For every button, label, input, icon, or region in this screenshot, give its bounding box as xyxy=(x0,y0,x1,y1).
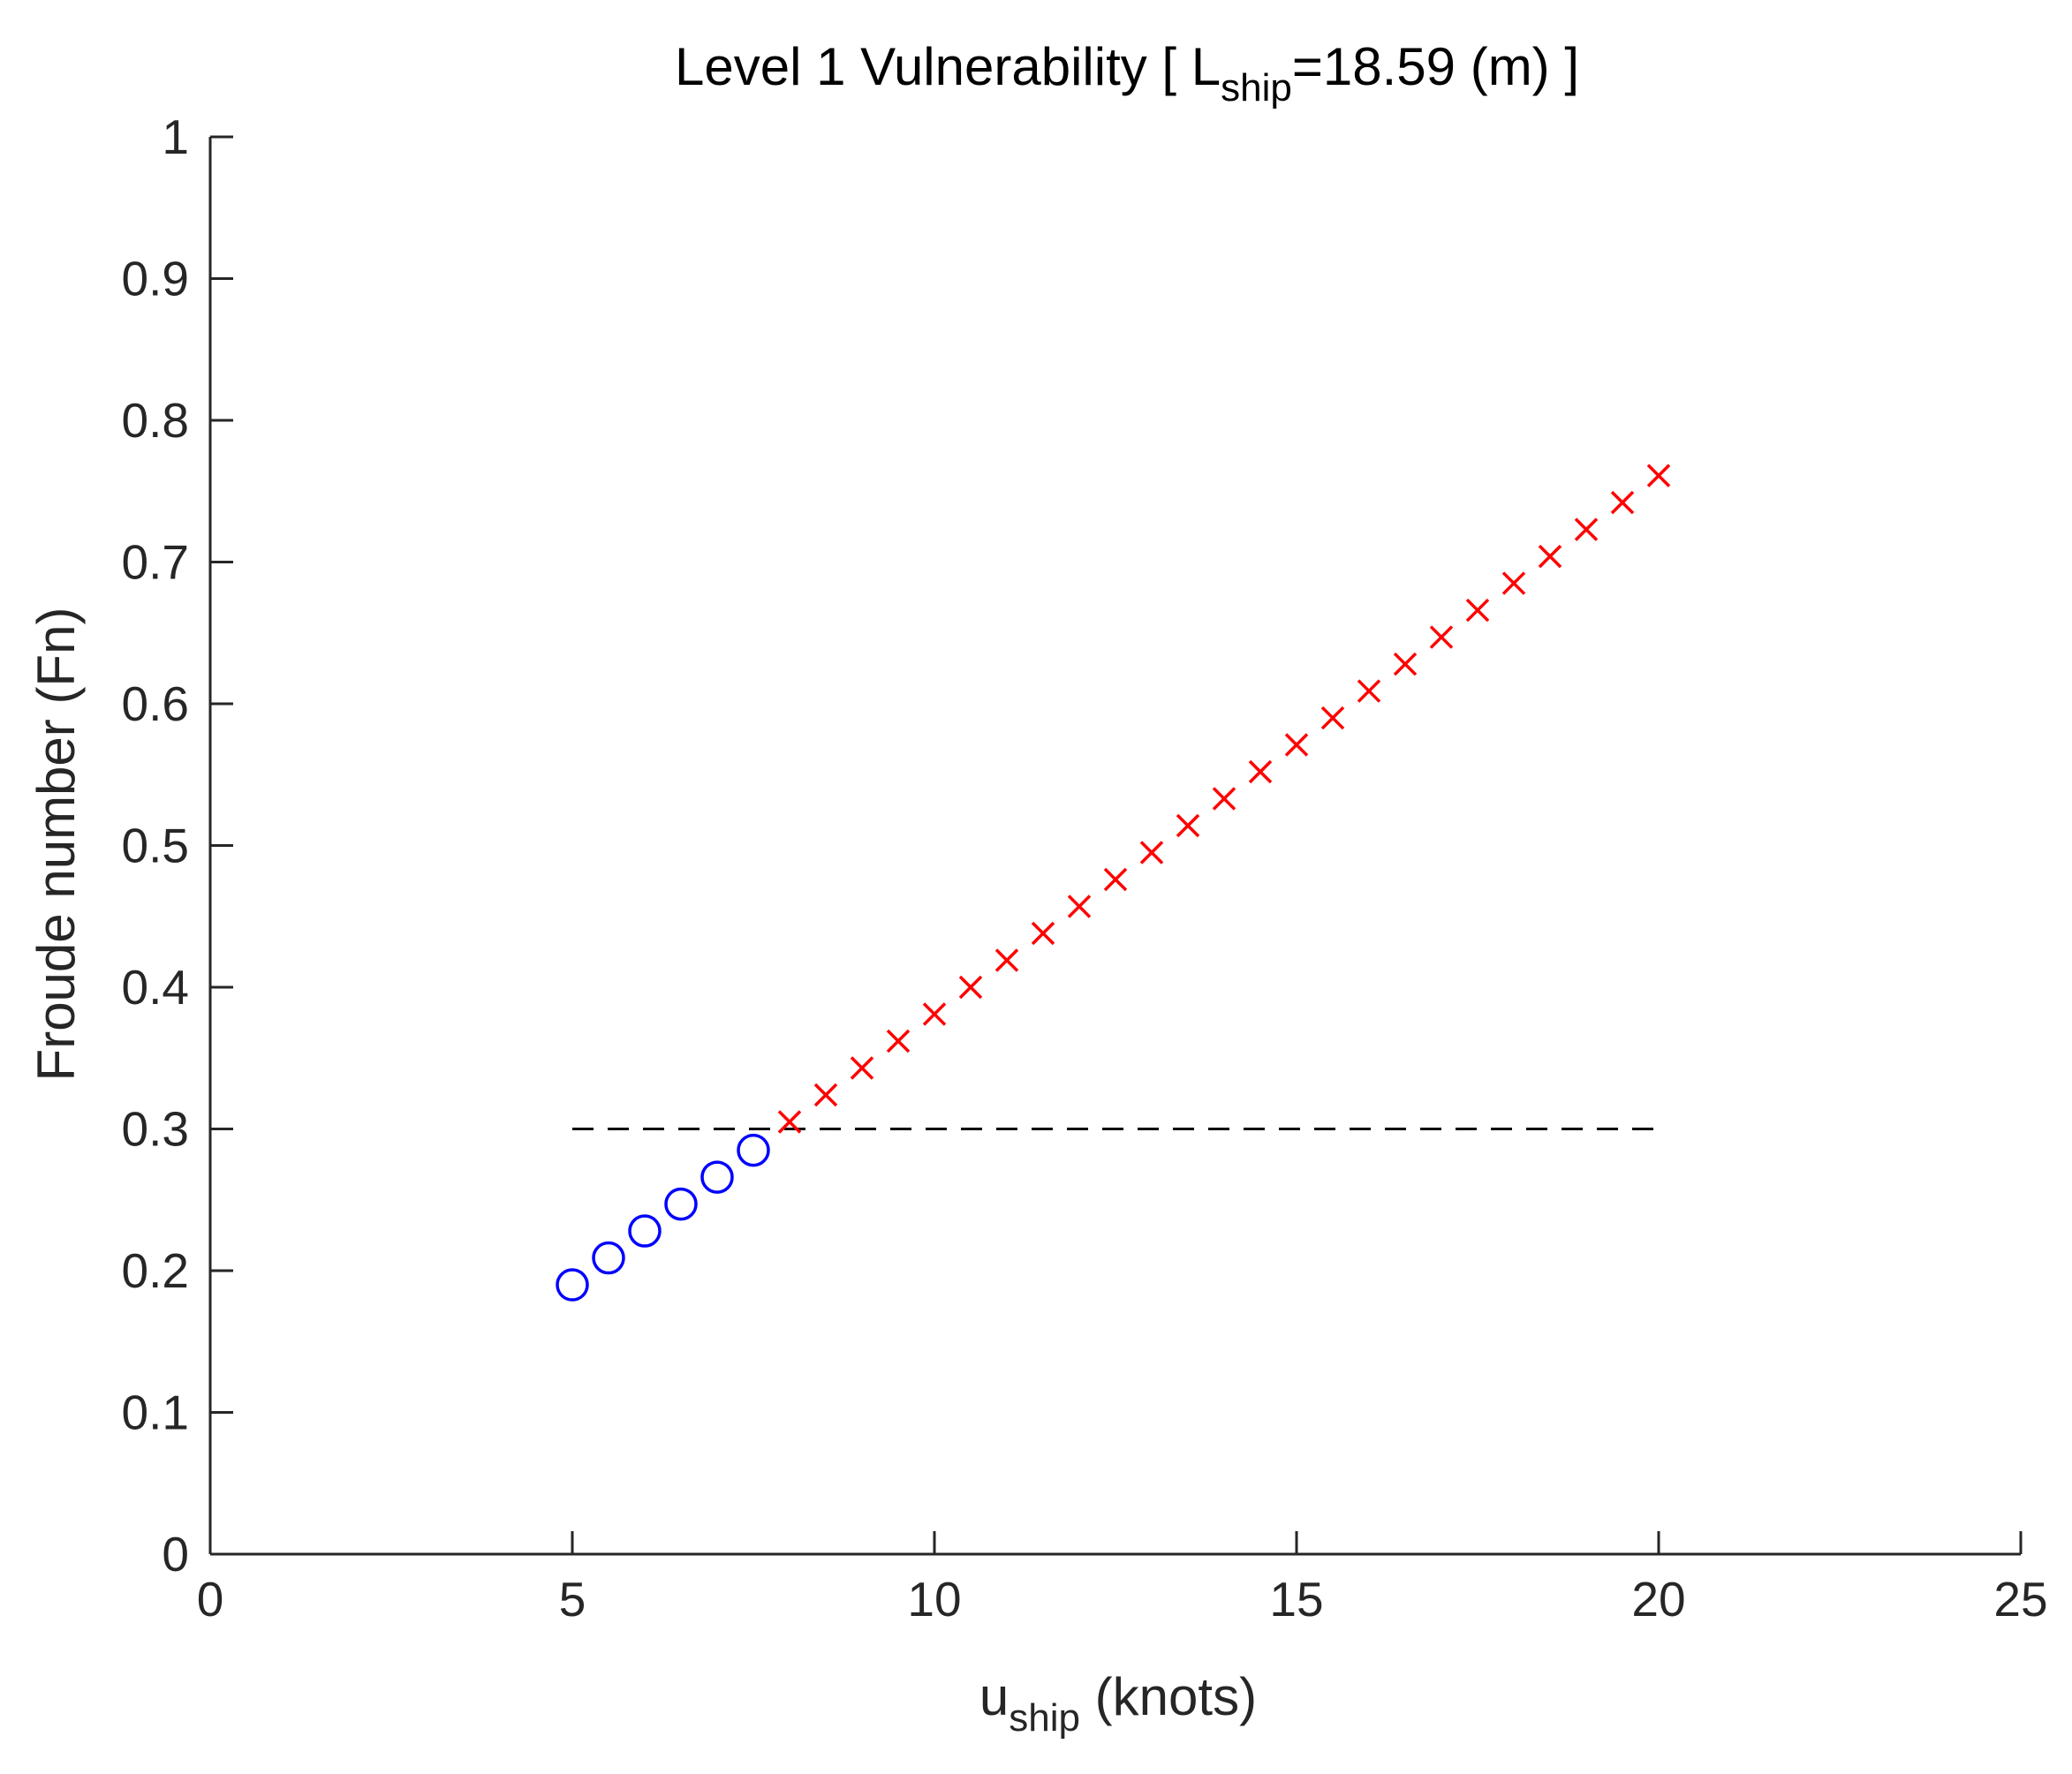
data-point-x xyxy=(886,1029,911,1053)
data-point-x xyxy=(1248,759,1273,784)
x-tick-label: 25 xyxy=(1993,1572,2047,1627)
data-point-x xyxy=(1176,813,1200,838)
x-axis-title-rest: (knots) xyxy=(1080,1667,1257,1726)
x-tick-label: 20 xyxy=(1631,1572,1685,1627)
data-point-x xyxy=(1646,464,1671,487)
y-tick-labels: 0 0.1 0.2 0.3 0.4 0.5 0.6 0.7 0.8 0.9 1 xyxy=(122,109,189,1582)
chart-title: Level 1 Vulnerability [ Lship=18.59 (m) … xyxy=(675,37,1579,109)
series-group xyxy=(556,464,1671,1302)
data-point-x xyxy=(1538,544,1562,569)
y-tick-label: 0.3 xyxy=(122,1102,189,1157)
y-tick-label: 0.6 xyxy=(122,676,189,731)
data-point-x xyxy=(777,1110,802,1134)
x-tick-label: 15 xyxy=(1269,1572,1323,1627)
data-point-circle xyxy=(664,1187,698,1221)
data-point-x xyxy=(1067,895,1092,918)
data-point-circle xyxy=(700,1160,734,1194)
data-point-x xyxy=(1031,921,1055,946)
data-point-x xyxy=(1139,841,1164,864)
data-point-circle xyxy=(592,1241,625,1275)
y-tick-label: 0.2 xyxy=(122,1243,189,1298)
data-point-x xyxy=(958,975,983,1000)
data-point-circle xyxy=(628,1214,662,1248)
data-point-x xyxy=(1501,571,1526,595)
x-axis-title-subscript: ship xyxy=(1009,1696,1080,1740)
x-tick-labels: 0 5 10 15 20 25 xyxy=(197,1572,2048,1627)
chart-title-rest: =18.59 (m) ] xyxy=(1292,37,1579,96)
data-point-x xyxy=(1320,706,1345,730)
chart-title-subscript: ship xyxy=(1221,66,1292,109)
data-point-x xyxy=(1574,517,1599,541)
data-point-circle xyxy=(737,1133,770,1167)
y-tick-label: 0.9 xyxy=(122,252,189,306)
y-tick-label: 0 xyxy=(162,1527,189,1582)
y-axis-title: Froude number (Fn) xyxy=(26,608,86,1082)
series-circle-markers xyxy=(556,1133,770,1302)
x-axis-title: uship (knots) xyxy=(979,1667,1257,1740)
x-tick-label: 5 xyxy=(559,1572,586,1627)
y-tick-label: 0.5 xyxy=(122,819,189,873)
data-point-x xyxy=(1465,598,1490,623)
data-point-x xyxy=(1610,490,1635,515)
y-tick-label: 0.4 xyxy=(122,960,189,1015)
data-point-x xyxy=(922,1002,947,1026)
y-tick-label: 0.1 xyxy=(122,1385,189,1440)
data-point-x xyxy=(1212,787,1236,811)
series-x-markers xyxy=(777,464,1671,1134)
data-point-x xyxy=(1284,733,1309,757)
y-tick-label: 1 xyxy=(162,109,189,164)
data-point-x xyxy=(994,948,1019,972)
data-point-circle xyxy=(556,1268,589,1302)
x-tick-label: 0 xyxy=(197,1572,224,1627)
data-point-x xyxy=(1429,625,1454,649)
x-axis-title-main: u xyxy=(979,1667,1009,1726)
y-tick-label: 0.7 xyxy=(122,535,189,590)
chart-title-main: Level 1 Vulnerability [ L xyxy=(675,37,1221,96)
data-point-x xyxy=(813,1083,838,1107)
axes xyxy=(208,135,2023,1556)
x-tick-label: 10 xyxy=(907,1572,961,1627)
y-tick-label: 0.8 xyxy=(122,393,189,448)
data-point-x xyxy=(1393,652,1418,676)
data-point-x xyxy=(1103,867,1128,892)
data-point-x xyxy=(850,1056,874,1080)
data-point-x xyxy=(1357,679,1381,703)
